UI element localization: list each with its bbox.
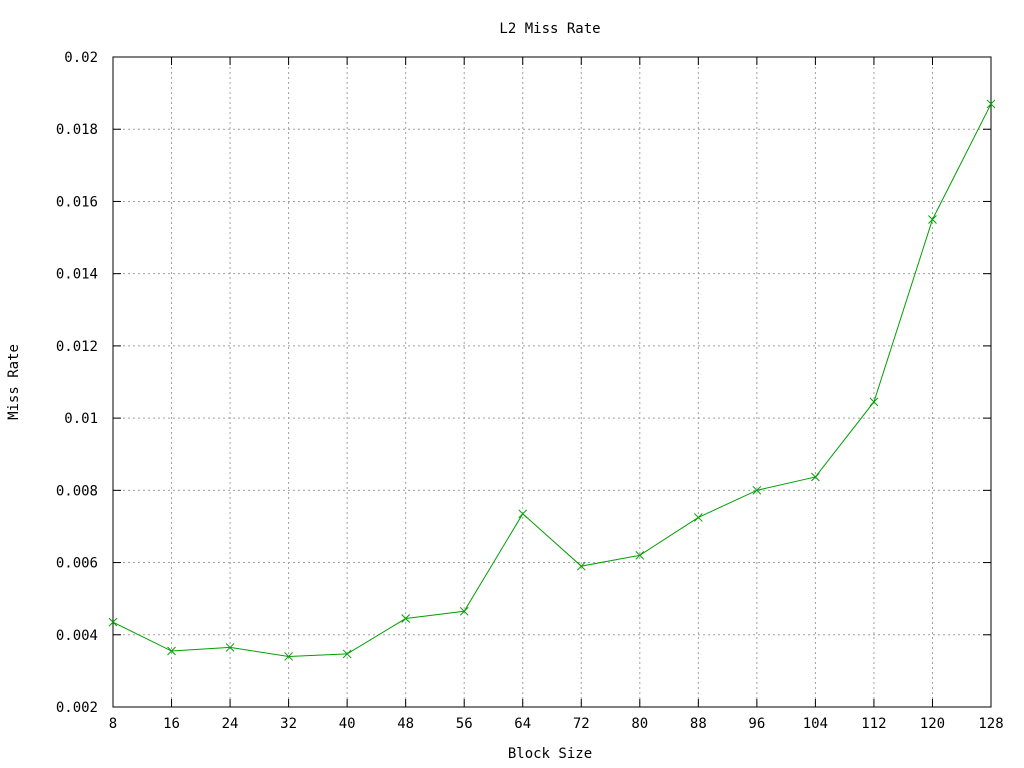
x-tick-label: 40: [339, 716, 356, 732]
x-tick-label: 96: [748, 716, 765, 732]
data-point: [752, 485, 762, 495]
point-marker-stroke: [635, 550, 645, 560]
data-point: [518, 509, 528, 519]
point-marker-stroke: [752, 485, 762, 495]
x-tick-label: 48: [397, 716, 414, 732]
y-tick-label: 0.012: [56, 339, 98, 355]
x-axis-label: Block Size: [508, 746, 592, 762]
x-tick-label: 80: [631, 716, 648, 732]
y-tick-label: 0.02: [64, 50, 98, 66]
x-tick-label: 104: [803, 716, 828, 732]
point-marker-stroke: [401, 614, 411, 623]
data-point: [225, 643, 235, 652]
data-point: [635, 550, 645, 560]
x-tick-label: 72: [573, 716, 590, 732]
series-layer: [108, 99, 996, 661]
x-tick-label: 88: [690, 716, 707, 732]
point-marker-stroke: [693, 513, 703, 522]
data-point: [284, 652, 293, 661]
x-tick-label: 128: [978, 716, 1003, 732]
data-point: [869, 397, 879, 407]
point-marker-stroke: [225, 643, 235, 652]
y-tick-label: 0.018: [56, 122, 98, 138]
data-point: [986, 99, 996, 109]
x-tick-label: 120: [920, 716, 945, 732]
chart-title: L2 Miss Rate: [499, 21, 600, 37]
point-marker-stroke: [518, 509, 528, 519]
data-point: [459, 606, 469, 616]
grid-lines: [113, 57, 991, 707]
y-tick-label: 0.004: [56, 628, 98, 644]
y-tick-label: 0.006: [56, 556, 98, 572]
data-point: [167, 646, 176, 656]
point-marker-stroke: [928, 215, 937, 224]
data-point: [811, 472, 820, 482]
axis-ticks: 8 16 24 32 40 48 56 64 72 80 88 96 104 112 120 128 0.002…: [56, 50, 1004, 732]
series-line: [112, 103, 992, 657]
point-marker-stroke: [986, 99, 996, 109]
data-point: [928, 215, 937, 224]
point-marker-stroke: [284, 652, 293, 661]
data-point: [108, 617, 118, 627]
y-tick-label: 0.016: [56, 194, 98, 210]
y-tick-label: 0.008: [56, 483, 98, 499]
point-marker-stroke: [811, 472, 820, 482]
x-tick-label: 56: [456, 716, 473, 732]
y-tick-label: 0.014: [56, 267, 98, 283]
point-marker-stroke: [459, 606, 469, 616]
point-marker-stroke: [576, 561, 586, 571]
x-tick-label: 64: [514, 716, 531, 732]
y-tick-label: 0.002: [56, 700, 98, 716]
data-point: [576, 561, 586, 571]
plot-frame: [112, 56, 992, 708]
data-point: [401, 614, 411, 623]
point-marker-stroke: [167, 646, 176, 656]
point-marker-stroke: [342, 649, 352, 659]
data-point: [693, 513, 703, 522]
point-marker-stroke: [108, 617, 118, 627]
y-axis-label: Miss Rate: [6, 344, 22, 420]
x-tick-label: 32: [280, 716, 297, 732]
data-point: [342, 649, 352, 659]
x-tick-label: 8: [109, 716, 117, 732]
x-tick-label: 112: [861, 716, 886, 732]
y-tick-label: 0.01: [64, 411, 98, 427]
x-tick-label: 16: [163, 716, 180, 732]
x-tick-label: 24: [222, 716, 239, 732]
point-marker-stroke: [869, 397, 879, 407]
